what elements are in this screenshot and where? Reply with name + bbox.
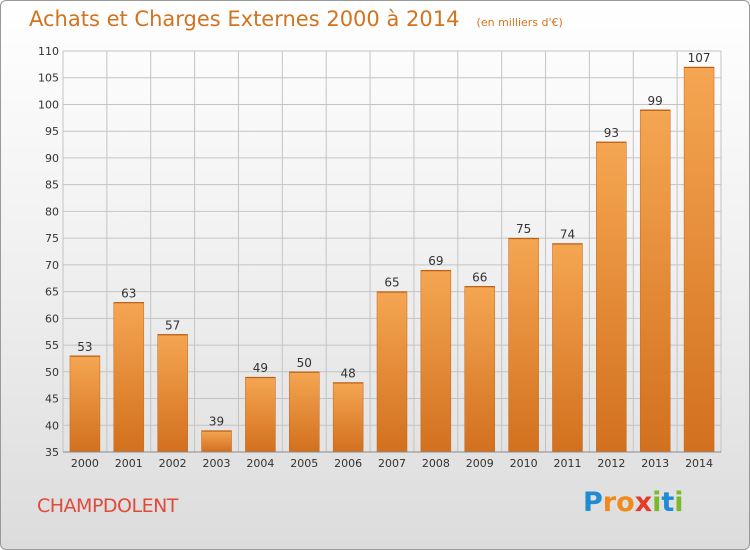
y-tick-label: 65 [45, 286, 59, 299]
y-axis: 35 40 45 50 55 60 65 70 75 80 85 90 95 100 105 110 [38, 45, 59, 459]
bar [464, 286, 495, 453]
x-tick-label: 2003 [203, 457, 231, 470]
bar [508, 237, 539, 453]
y-tick-label: 40 [45, 419, 59, 432]
bar [596, 141, 627, 453]
bar [552, 243, 583, 453]
data-label: 93 [604, 126, 619, 140]
bar [332, 382, 364, 453]
bar [683, 66, 715, 453]
bar [245, 376, 276, 453]
data-label: 63 [121, 286, 136, 300]
commune-name: CHAMPDOLENT [37, 495, 178, 517]
data-label: 48 [340, 366, 355, 380]
x-tick-label: 2000 [71, 457, 99, 470]
x-tick-label: 2009 [466, 457, 494, 470]
data-label: 57 [165, 318, 180, 332]
bar [639, 109, 671, 453]
x-tick-label: 2007 [378, 457, 406, 470]
chart-title: Achats et Charges Externes 2000 à 2014 [29, 7, 460, 31]
bar [376, 291, 408, 453]
logo-letter: t [661, 487, 675, 518]
x-axis: 2000 2001 2002 2003 2004 2005 2006 2007 2008 2009… [63, 451, 721, 470]
data-label: 69 [428, 254, 443, 268]
y-tick-label: 35 [45, 446, 59, 459]
proxiti-logo: Proxiti [583, 487, 684, 518]
data-label: 53 [77, 340, 92, 354]
y-tick-label: 110 [38, 45, 59, 58]
x-tick-label: 2013 [641, 457, 669, 470]
bars: 53 63 57 39 49 50 48 65 69 66 75 74 93 99 107 [69, 51, 715, 453]
data-label: 99 [648, 94, 663, 108]
x-tick-label: 2004 [246, 457, 274, 470]
data-label: 65 [384, 276, 399, 290]
x-tick-label: 2012 [597, 457, 625, 470]
y-tick-label: 80 [45, 205, 59, 218]
data-label: 75 [516, 222, 531, 236]
data-label: 39 [209, 415, 224, 429]
y-tick-label: 95 [45, 125, 59, 138]
y-tick-label: 55 [45, 339, 59, 352]
y-tick-label: 105 [38, 72, 59, 85]
y-tick-label: 100 [38, 98, 59, 111]
data-label: 66 [472, 270, 487, 284]
bar [113, 302, 145, 453]
bar [420, 269, 452, 453]
logo-letter: r [602, 487, 617, 518]
y-tick-label: 60 [45, 312, 59, 325]
y-tick-label: 75 [45, 232, 59, 245]
logo-letter: P [583, 487, 603, 518]
data-label: 107 [688, 51, 711, 65]
x-tick-label: 2014 [685, 457, 713, 470]
logo-letter: o [616, 487, 635, 518]
y-tick-label: 50 [45, 366, 59, 379]
x-tick-label: 2002 [159, 457, 187, 470]
bar [289, 371, 320, 453]
x-tick-label: 2010 [510, 457, 538, 470]
bar [69, 355, 101, 453]
bar [157, 334, 188, 453]
y-tick-label: 70 [45, 259, 59, 272]
data-label: 50 [297, 356, 312, 370]
bar [201, 430, 232, 453]
logo-letter: i [674, 487, 684, 518]
data-label: 74 [560, 227, 575, 241]
title-row: Achats et Charges Externes 2000 à 2014 (… [29, 7, 563, 31]
x-tick-label: 2006 [334, 457, 362, 470]
logo-letter: x [634, 487, 653, 518]
x-tick-label: 2008 [422, 457, 450, 470]
x-tick-label: 2001 [115, 457, 143, 470]
chart-subtitle: (en milliers d'€) [476, 16, 563, 29]
x-tick-label: 2005 [290, 457, 318, 470]
logo-letter: i [652, 487, 662, 518]
y-tick-label: 90 [45, 152, 59, 165]
y-tick-label: 45 [45, 393, 59, 406]
y-tick-label: 85 [45, 179, 59, 192]
x-tick-label: 2011 [553, 457, 581, 470]
data-label: 49 [253, 361, 268, 375]
